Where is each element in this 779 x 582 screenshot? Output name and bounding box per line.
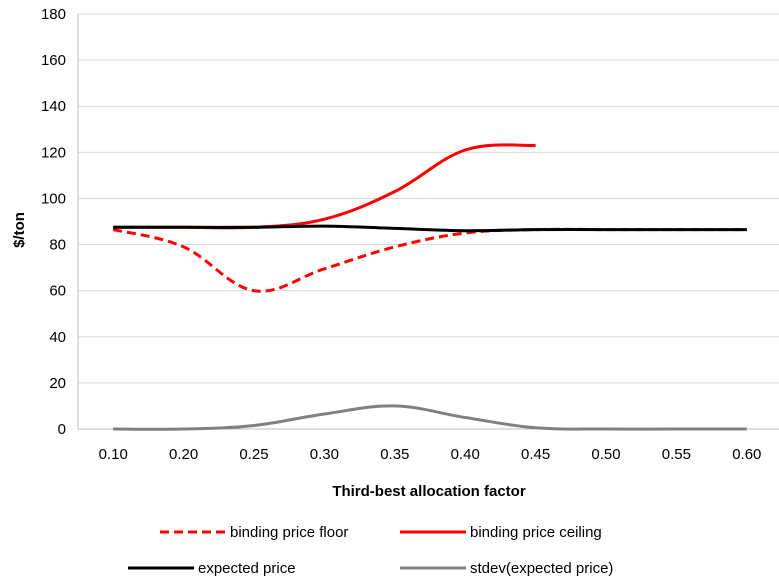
y-tick-label: 60 — [49, 283, 66, 300]
y-tick-labels: 0 20 40 60 80 100 120 140 160 180 — [41, 6, 66, 438]
x-tick-labels: 0.10 0.20 0.25 0.30 0.35 0.40 0.45 0.50 0.55 0.60 — [99, 446, 762, 463]
y-tick-label: 140 — [41, 98, 66, 115]
x-tick-label: 0.55 — [662, 446, 691, 463]
legend-label: expected price — [198, 560, 296, 577]
legend-label: binding price floor — [230, 524, 348, 541]
x-tick-label: 0.35 — [380, 446, 409, 463]
x-tick-label: 0.40 — [451, 446, 480, 463]
x-tick-label: 0.60 — [732, 446, 761, 463]
series-line-3 — [113, 404, 747, 431]
y-tick-label: 180 — [41, 6, 66, 23]
y-tick-label: 0 — [58, 421, 66, 438]
x-axis-title: Third-best allocation factor — [332, 483, 526, 500]
y-tick-label: 120 — [41, 144, 66, 161]
x-tick-label: 0.50 — [591, 446, 620, 463]
y-axis-title: $/ton — [11, 212, 28, 248]
series-lines — [112, 143, 747, 431]
y-tick-label: 40 — [49, 329, 66, 346]
legend: binding price floor binding price ceiling… — [128, 524, 613, 577]
gridlines — [77, 13, 779, 430]
x-tick-label: 0.45 — [521, 446, 550, 463]
series-line-1 — [113, 143, 536, 230]
legend-label: stdev(expected price) — [470, 560, 613, 577]
y-tick-label: 80 — [49, 237, 66, 254]
x-tick-label: 0.10 — [99, 446, 128, 463]
x-tick-label: 0.25 — [239, 446, 268, 463]
x-tick-label: 0.20 — [169, 446, 198, 463]
series-line-2 — [113, 224, 747, 233]
y-tick-label: 100 — [41, 190, 66, 207]
legend-label: binding price ceiling — [470, 524, 602, 541]
series-line-0 — [112, 227, 747, 293]
y-tick-label: 160 — [41, 52, 66, 69]
x-tick-label: 0.30 — [310, 446, 339, 463]
y-tick-label: 20 — [49, 375, 66, 392]
